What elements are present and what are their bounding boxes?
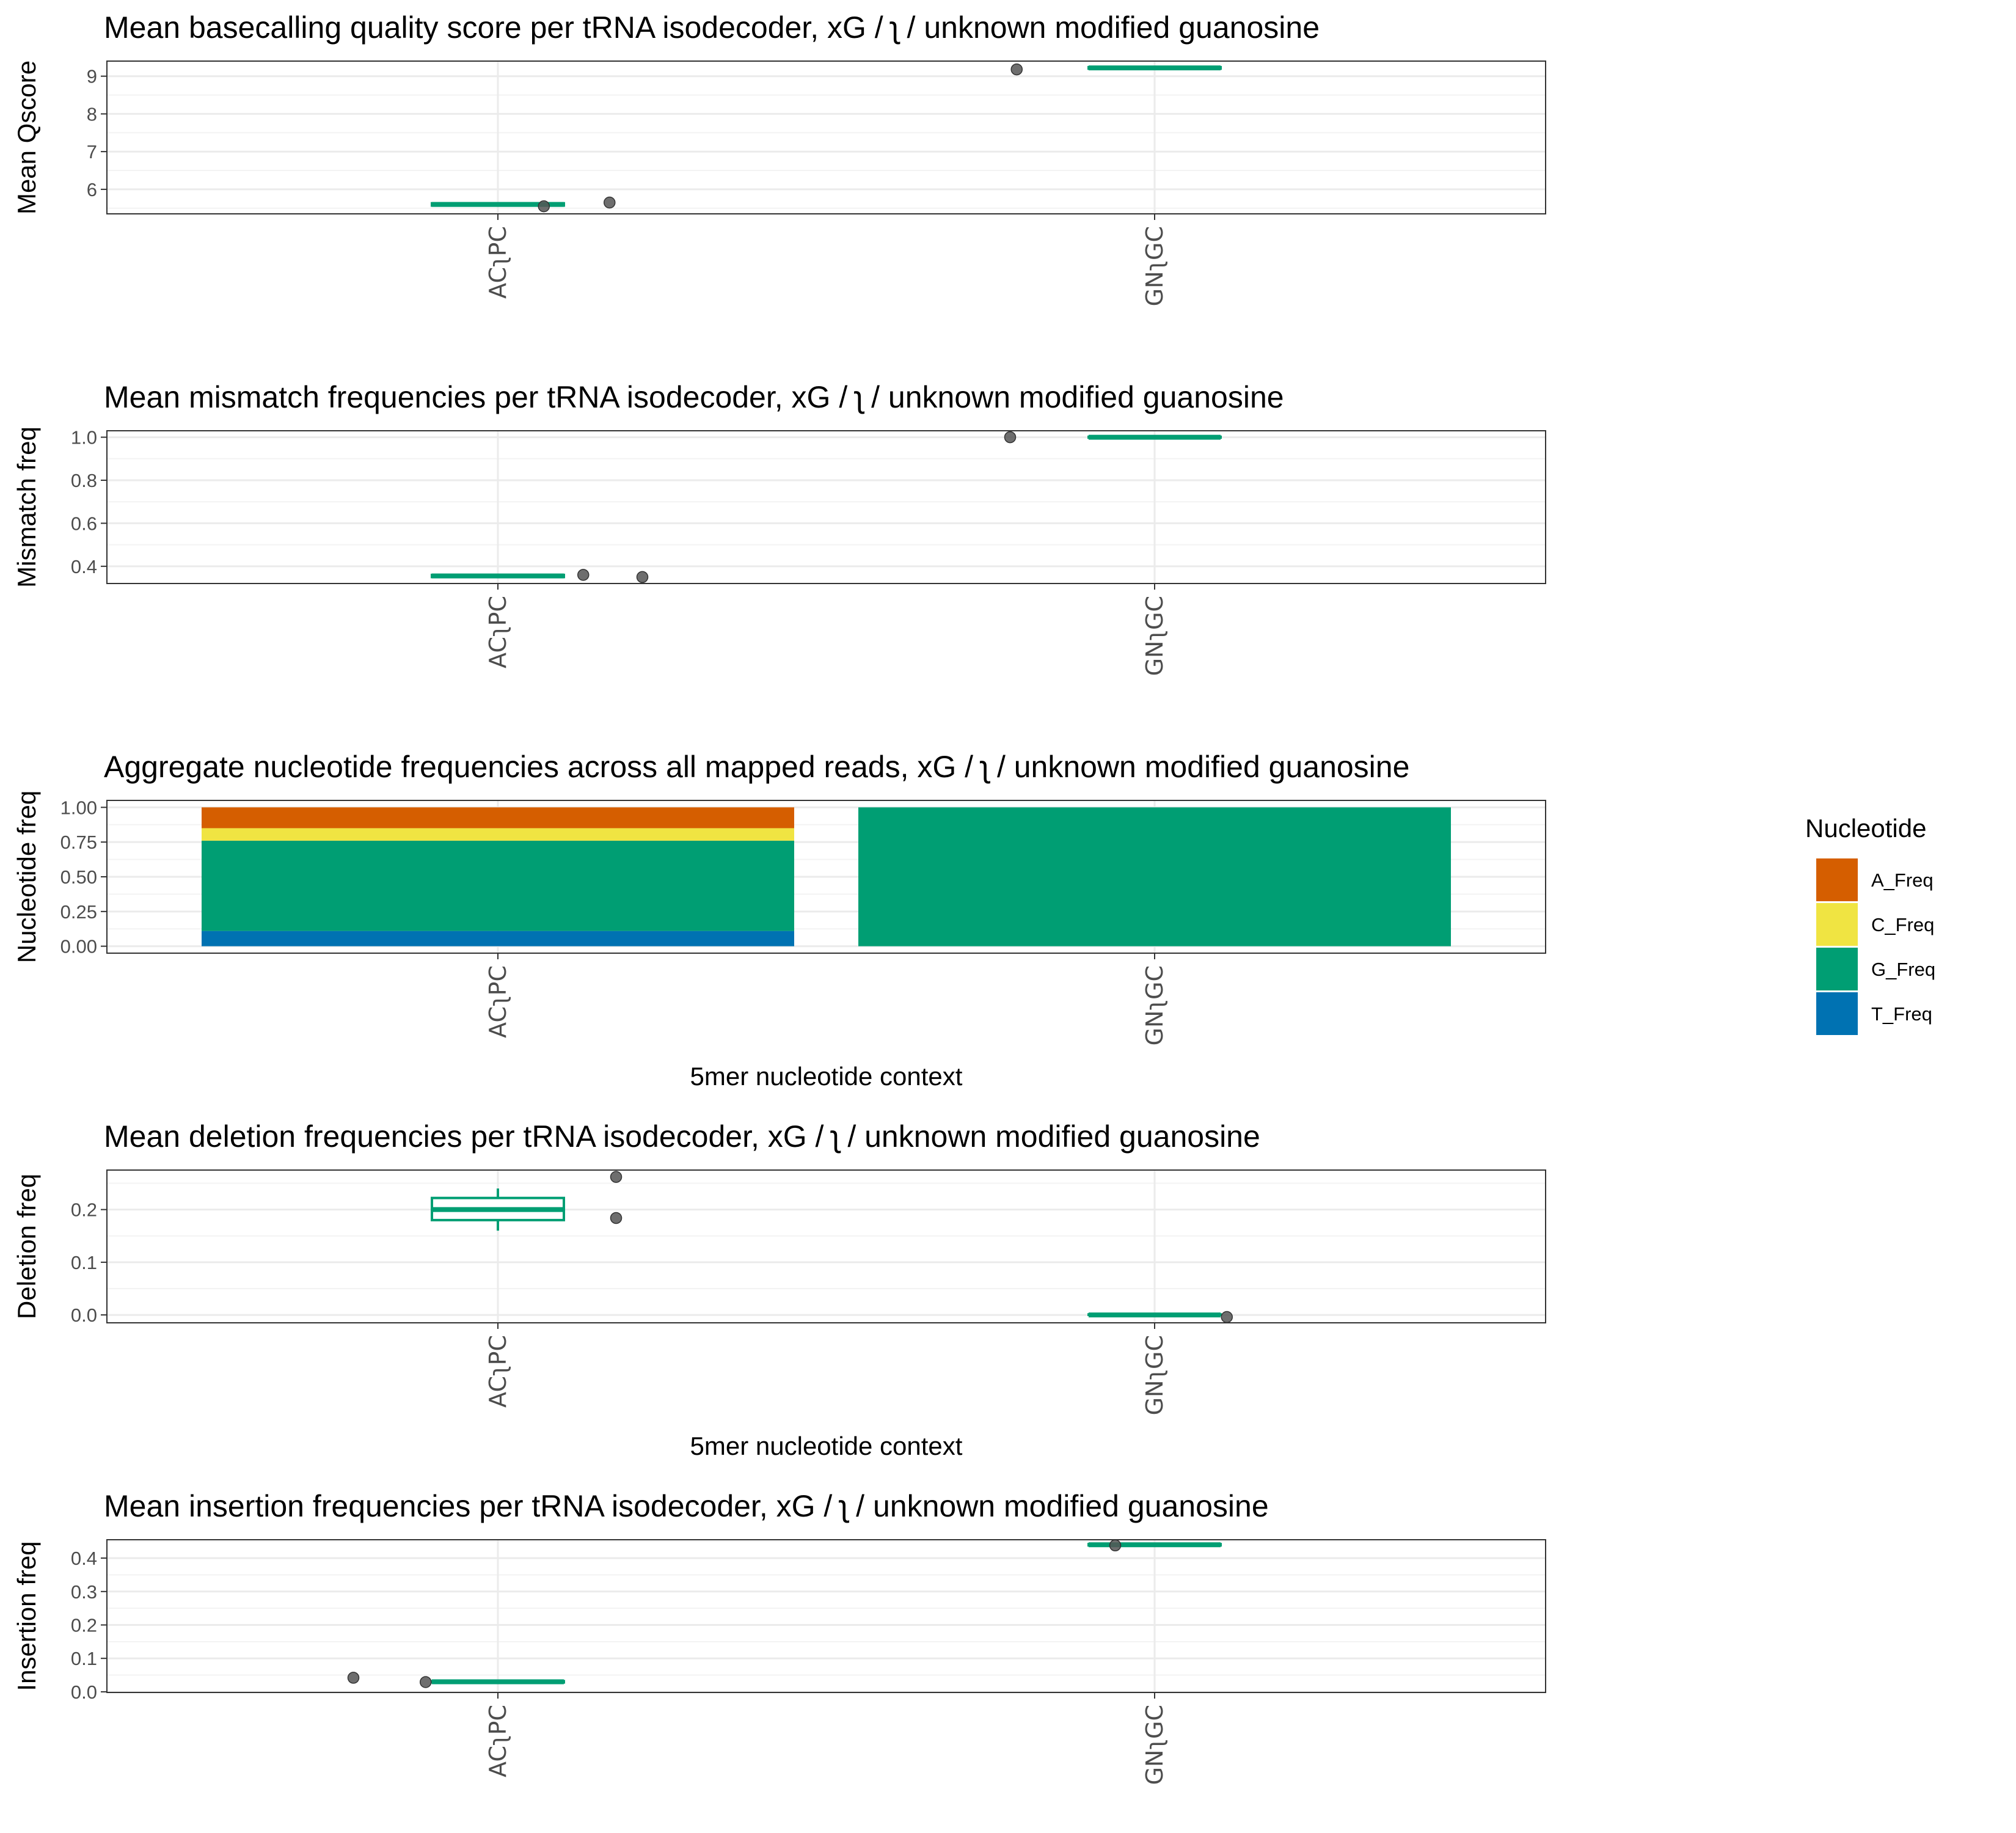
panel-4: Mean deletion frequencies per tRNA isode…: [12, 1119, 1546, 1460]
legend-swatch: [1816, 903, 1858, 946]
y-axis-title: Mismatch freq: [12, 426, 41, 588]
jitter-point: [1004, 431, 1017, 444]
panel-background: [107, 1540, 1546, 1692]
bar-segment-g-freq: [858, 807, 1451, 946]
x-category-label: GNʅGC: [1141, 1705, 1168, 1785]
y-tick-label: 8: [87, 103, 97, 125]
jitter-point: [610, 1212, 623, 1224]
panel-2: Mean mismatch frequencies per tRNA isode…: [12, 380, 1546, 676]
y-tick-label: 0.1: [71, 1648, 97, 1669]
y-axis-title: Nucleotide freq: [12, 791, 41, 964]
legend: Nucleotide A_Freq C_Freq G_Freq T_Freq: [1805, 814, 1935, 1035]
y-tick-label: 7: [87, 141, 97, 163]
legend-label: T_Freq: [1871, 1003, 1932, 1025]
x-category-label: GNʅGC: [1141, 596, 1168, 676]
legend-item-c-freq: C_Freq: [1816, 903, 1934, 946]
x-axis-title: 5mer nucleotide context: [690, 1432, 963, 1460]
y-tick-label: 0.0: [71, 1681, 97, 1703]
panel-title: Aggregate nucleotide frequencies across …: [104, 750, 1409, 784]
boxplot-box: [1087, 65, 1222, 71]
panel-background: [107, 1170, 1546, 1323]
y-tick-label: 0.75: [60, 832, 97, 853]
x-category-label: GNʅGC: [1141, 1335, 1168, 1415]
panel-3: Aggregate nucleotide frequencies across …: [12, 750, 1546, 1091]
jitter-point: [1221, 1311, 1233, 1323]
bar-segment-g-freq: [202, 840, 794, 931]
boxplot-box: [431, 573, 565, 579]
panel-border: [106, 1539, 1546, 1693]
panel-border: [106, 1169, 1546, 1323]
legend-item-g-freq: G_Freq: [1816, 948, 1935, 990]
panel-1: Mean basecalling quality score per tRNA …: [12, 10, 1546, 306]
x-category-label: ACʅPC: [484, 1335, 511, 1408]
panel-5: Mean insertion frequencies per tRNA isod…: [12, 1489, 1546, 1785]
jitter-point: [577, 569, 590, 581]
x-axis-title: 5mer nucleotide context: [690, 1062, 963, 1091]
x-category-label: ACʅPC: [484, 1705, 511, 1777]
legend-label: A_Freq: [1871, 869, 1934, 891]
y-axis-title: Insertion freq: [12, 1541, 41, 1691]
panel-border: [106, 430, 1546, 584]
x-category-label: ACʅPC: [484, 596, 511, 668]
y-tick-label: 0.0: [71, 1304, 97, 1326]
legend-swatch: [1816, 992, 1858, 1035]
panel-background: [107, 61, 1546, 214]
jitter-point: [604, 196, 616, 209]
legend-item-a-freq: A_Freq: [1816, 858, 1934, 901]
panel-title: Mean basecalling quality score per tRNA …: [104, 10, 1320, 45]
y-tick-label: 0.2: [71, 1614, 97, 1636]
y-tick-label: 1.00: [60, 797, 97, 818]
bar-segment-t-freq: [202, 931, 794, 946]
jitter-point: [610, 1171, 623, 1183]
legend-title: Nucleotide: [1805, 814, 1926, 843]
panel-background: [107, 431, 1546, 584]
boxplot-box: [431, 1188, 565, 1231]
bar-segment-a-freq: [202, 807, 794, 829]
jitter-point: [1010, 63, 1023, 76]
legend-swatch: [1816, 858, 1858, 901]
panel-title: Mean deletion frequencies per tRNA isode…: [104, 1119, 1260, 1154]
chart-panels: Mean basecalling quality score per tRNA …: [12, 10, 1546, 1785]
legend-items: A_Freq C_Freq G_Freq T_Freq: [1816, 858, 1935, 1035]
legend-label: G_Freq: [1871, 959, 1935, 980]
panel-title: Mean mismatch frequencies per tRNA isode…: [104, 380, 1284, 414]
jitter-point: [347, 1672, 360, 1684]
boxplot-box: [431, 1679, 565, 1685]
boxplot-box: [1087, 1312, 1222, 1318]
y-tick-label: 0.4: [71, 1548, 97, 1569]
y-tick-label: 0.00: [60, 936, 97, 957]
panel-title: Mean insertion frequencies per tRNA isod…: [104, 1489, 1269, 1523]
panel-border: [106, 60, 1546, 214]
y-axis-title: Mean Qscore: [12, 60, 41, 214]
y-tick-label: 9: [87, 66, 97, 87]
x-category-label: ACʅPC: [484, 965, 511, 1038]
y-tick-label: 1.0: [71, 427, 97, 448]
y-tick-label: 0.6: [71, 513, 97, 534]
y-tick-label: 0.1: [71, 1252, 97, 1273]
y-tick-label: 0.2: [71, 1199, 97, 1221]
jitter-point: [420, 1676, 432, 1688]
legend-label: C_Freq: [1871, 914, 1934, 935]
y-tick-label: 0.8: [71, 470, 97, 491]
boxplot-box: [1087, 1542, 1222, 1548]
y-axis-title: Deletion freq: [12, 1174, 41, 1319]
y-tick-label: 0.4: [71, 556, 97, 577]
y-tick-label: 0.25: [60, 901, 97, 923]
legend-swatch: [1816, 948, 1858, 990]
jitter-point: [1109, 1539, 1122, 1552]
legend-item-t-freq: T_Freq: [1816, 992, 1932, 1035]
y-tick-label: 0.50: [60, 866, 97, 888]
y-tick-label: 0.3: [71, 1581, 97, 1603]
y-tick-label: 6: [87, 179, 97, 200]
x-category-label: GNʅGC: [1141, 965, 1168, 1045]
x-category-label: ACʅPC: [484, 226, 511, 299]
jitter-point: [636, 571, 649, 584]
bar-segment-c-freq: [202, 828, 794, 841]
x-category-label: GNʅGC: [1141, 226, 1168, 306]
jitter-point: [538, 200, 550, 213]
